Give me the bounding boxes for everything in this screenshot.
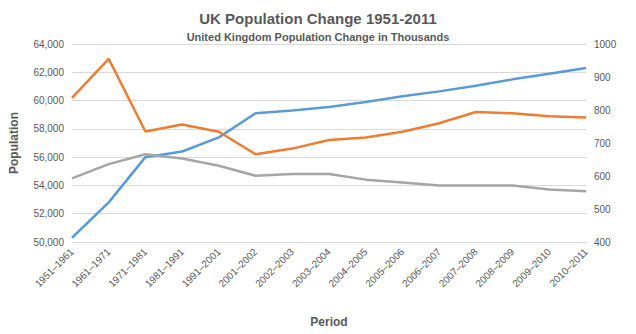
svg-text:1991–2001: 1991–2001: [179, 246, 223, 290]
svg-text:60,000: 60,000: [33, 95, 64, 106]
svg-text:600: 600: [594, 171, 611, 182]
svg-text:1971–1981: 1971–1981: [106, 246, 150, 290]
svg-text:56,000: 56,000: [33, 152, 64, 163]
svg-text:2004–2005: 2004–2005: [326, 246, 370, 290]
svg-text:58,000: 58,000: [33, 123, 64, 134]
svg-text:Period: Period: [310, 315, 347, 329]
svg-text:500: 500: [594, 204, 611, 215]
svg-text:2002–2003: 2002–2003: [253, 246, 297, 290]
svg-text:Population: Population: [7, 112, 21, 174]
svg-text:900: 900: [594, 72, 611, 83]
svg-text:52,000: 52,000: [33, 208, 64, 219]
svg-text:700: 700: [594, 138, 611, 149]
svg-text:800: 800: [594, 105, 611, 116]
svg-text:United Kingdom Population Chan: United Kingdom Population Change in Thou…: [187, 31, 450, 43]
svg-text:2005–2006: 2005–2006: [363, 246, 407, 290]
svg-text:2006–2007: 2006–2007: [399, 246, 443, 290]
svg-text:1000: 1000: [594, 39, 617, 50]
svg-text:64,000: 64,000: [33, 39, 64, 50]
svg-text:1981–1991: 1981–1991: [142, 246, 186, 290]
svg-text:54,000: 54,000: [33, 180, 64, 191]
svg-text:UK Population Change 1951-2011: UK Population Change 1951-2011: [199, 10, 437, 27]
svg-text:2003–2004: 2003–2004: [289, 246, 333, 290]
svg-text:50,000: 50,000: [33, 237, 64, 248]
svg-text:1961–1971: 1961–1971: [69, 246, 113, 290]
svg-text:2008–2009: 2008–2009: [473, 246, 517, 290]
svg-text:62,000: 62,000: [33, 67, 64, 78]
svg-text:2001–2002: 2001–2002: [216, 246, 260, 290]
svg-text:1951–1961: 1951–1961: [32, 246, 76, 290]
svg-text:2010–2011: 2010–2011: [547, 246, 590, 289]
svg-text:2009–2010: 2009–2010: [510, 246, 553, 289]
svg-text:2007–2008: 2007–2008: [436, 246, 480, 290]
svg-text:400: 400: [594, 237, 611, 248]
